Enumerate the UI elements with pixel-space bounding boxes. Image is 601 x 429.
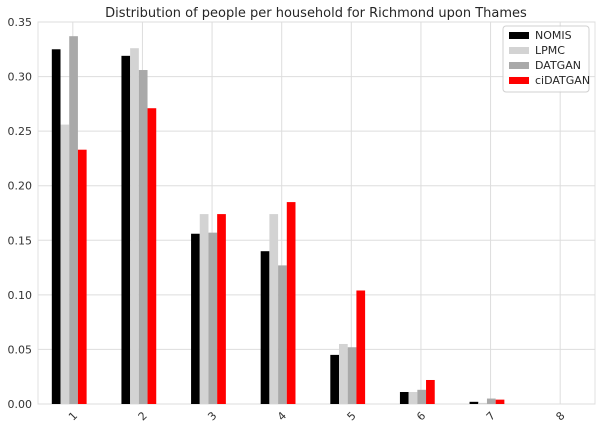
- bars: [51, 36, 505, 405]
- legend-label: DATGAN: [535, 59, 581, 72]
- y-tick-label: 0.10: [8, 289, 33, 302]
- bar-cidatgan-6: [426, 379, 435, 404]
- bar-nomis-7: [469, 401, 479, 404]
- x-axis: 1 2 3 4 5 6 7 8: [66, 409, 568, 423]
- x-tick-label: 5: [345, 409, 359, 423]
- bar-datgan-2: [138, 70, 148, 404]
- bar-lpmc-6: [408, 391, 418, 404]
- y-axis: 0.00 0.05 0.10 0.15 0.20 0.25 0.30 0.35: [8, 16, 33, 411]
- bar-cidatgan-7: [495, 399, 505, 404]
- y-tick-label: 0.30: [8, 71, 33, 84]
- bar-datgan-1: [69, 36, 78, 405]
- legend-box: [502, 25, 590, 93]
- bar-cidatgan-2: [147, 108, 157, 405]
- x-tick-label: 4: [275, 409, 289, 423]
- bar-lpmc-3: [199, 214, 209, 404]
- bar-lpmc-4: [269, 214, 279, 404]
- bar-cidatgan-3: [217, 214, 226, 404]
- y-tick-label: 0.15: [8, 234, 33, 247]
- bar-lpmc-5: [339, 343, 348, 404]
- x-tick-label: 1: [66, 409, 80, 423]
- bar-nomis-1: [51, 49, 61, 405]
- y-tick-label: 0.00: [8, 398, 33, 411]
- bar-lpmc-7: [478, 402, 487, 404]
- bar-nomis-5: [330, 354, 340, 404]
- legend-swatch: [509, 77, 529, 84]
- legend-swatch: [509, 47, 529, 54]
- bar-cidatgan-4: [286, 202, 296, 404]
- legend-swatch: [509, 32, 529, 39]
- y-tick-label: 0.05: [8, 343, 33, 356]
- x-tick-label: 3: [205, 409, 219, 423]
- bar-datgan-3: [208, 232, 218, 404]
- bar-nomis-6: [399, 391, 409, 404]
- bar-datgan-7: [486, 398, 496, 404]
- bar-nomis-4: [260, 251, 270, 404]
- legend-swatch: [509, 62, 529, 69]
- legend: NOMIS LPMC DATGAN ciDATGAN: [502, 25, 590, 93]
- bar-nomis-3: [191, 233, 200, 404]
- legend-label: ciDATGAN: [535, 74, 590, 87]
- x-tick-label: 8: [553, 409, 567, 423]
- chart-title: Distribution of people per household for…: [105, 6, 527, 21]
- bar-cidatgan-5: [356, 290, 366, 404]
- bar-datgan-4: [278, 265, 287, 404]
- legend-label: NOMIS: [535, 29, 572, 42]
- bar-nomis-2: [121, 55, 131, 404]
- legend-label: LPMC: [535, 44, 565, 57]
- bar-datgan-6: [417, 389, 427, 404]
- bar-datgan-5: [347, 347, 357, 404]
- y-tick-label: 0.25: [8, 125, 33, 138]
- x-tick-label: 6: [414, 409, 428, 423]
- y-tick-label: 0.20: [8, 180, 33, 193]
- bar-lpmc-2: [130, 48, 139, 405]
- bar-cidatgan-1: [77, 149, 87, 404]
- y-tick-label: 0.35: [8, 16, 33, 29]
- bar-lpmc-1: [60, 124, 70, 404]
- x-tick-label: 2: [136, 409, 150, 423]
- x-tick-label: 7: [484, 409, 498, 423]
